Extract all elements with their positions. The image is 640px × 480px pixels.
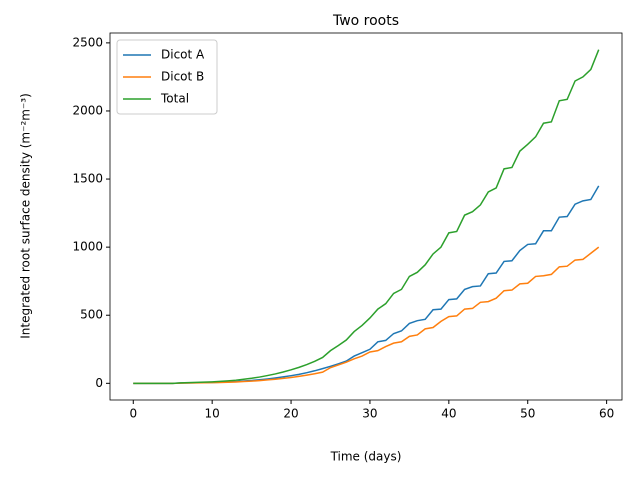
x-tick-label: 0 bbox=[129, 407, 137, 421]
legend-label: Total bbox=[160, 92, 189, 106]
x-tick-label: 20 bbox=[283, 407, 298, 421]
y-tick-label: 2000 bbox=[72, 103, 103, 117]
x-tick-label: 40 bbox=[441, 407, 456, 421]
x-tick-label: 10 bbox=[205, 407, 220, 421]
y-axis-label: Integrated root surface density (m⁻²m⁻³) bbox=[19, 93, 33, 339]
y-tick-label: 1000 bbox=[72, 240, 103, 254]
chart-title: Two roots bbox=[332, 13, 399, 29]
x-tick-label: 50 bbox=[520, 407, 535, 421]
y-tick-label: 500 bbox=[80, 308, 103, 322]
plot-frame bbox=[109, 32, 623, 401]
y-tick-label: 0 bbox=[95, 376, 103, 390]
x-tick-label: 60 bbox=[599, 407, 614, 421]
y-tick-label: 2500 bbox=[72, 35, 103, 49]
data-line bbox=[133, 246, 600, 385]
legend-box bbox=[116, 39, 218, 115]
legend-label: Dicot B bbox=[161, 70, 204, 84]
y-tick-label: 1500 bbox=[72, 172, 103, 186]
legend-label: Dicot A bbox=[161, 48, 205, 62]
x-axis-label: Time (days) bbox=[330, 450, 402, 464]
x-tick-label: 30 bbox=[362, 407, 377, 421]
data-line bbox=[133, 49, 600, 385]
